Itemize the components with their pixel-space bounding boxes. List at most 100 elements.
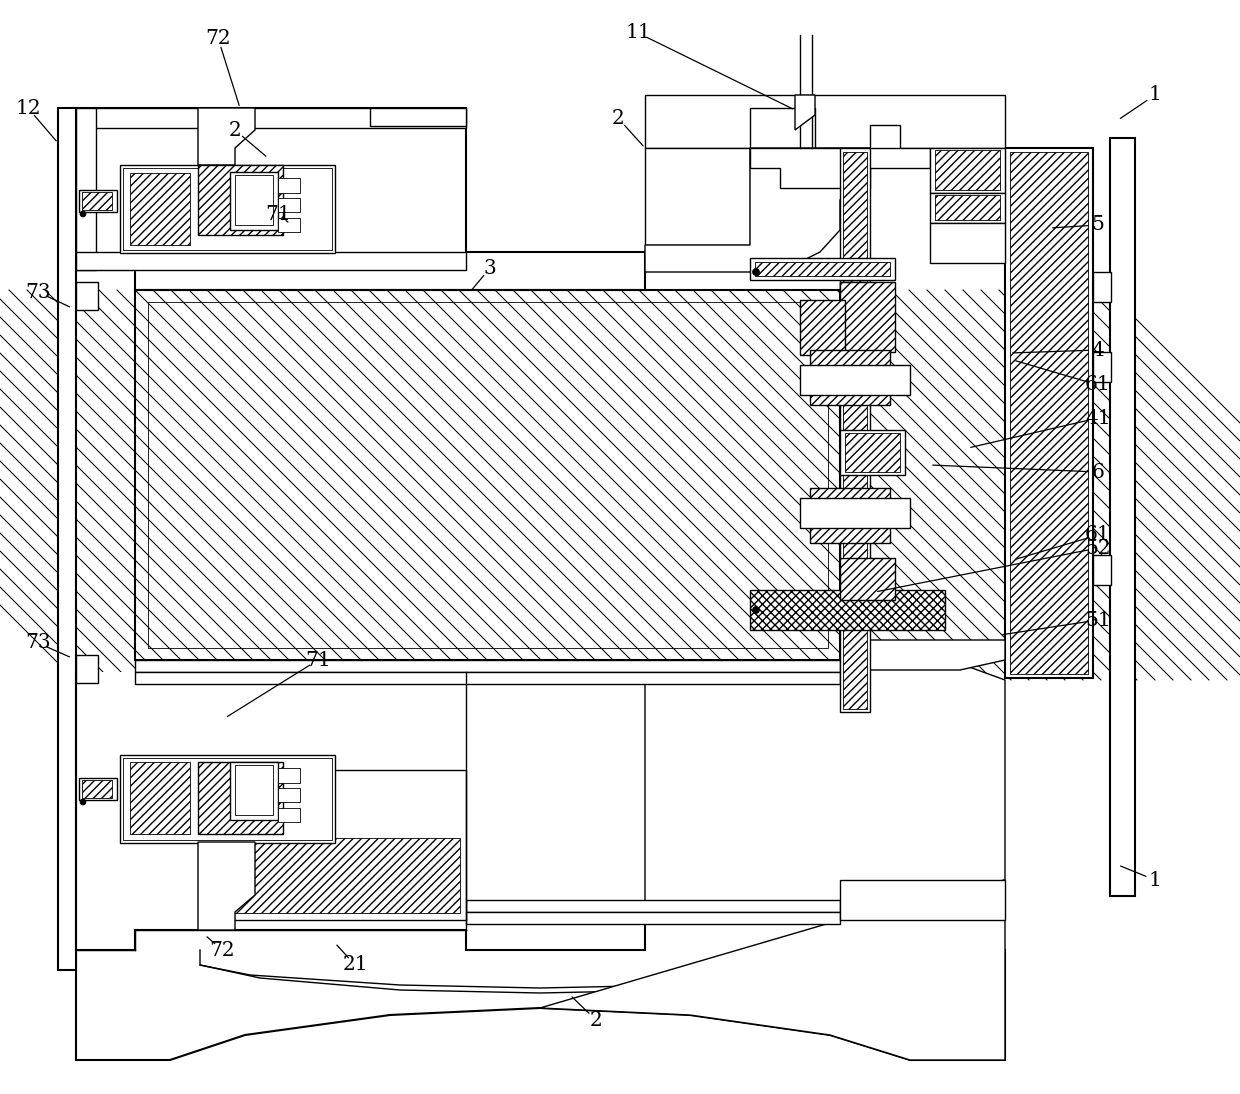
Polygon shape <box>198 842 255 930</box>
Circle shape <box>81 799 86 805</box>
Bar <box>58 108 76 970</box>
Polygon shape <box>645 148 750 245</box>
Bar <box>844 433 900 472</box>
Text: 5: 5 <box>1091 216 1105 234</box>
Text: 73: 73 <box>25 633 51 652</box>
Polygon shape <box>795 95 815 130</box>
Bar <box>930 223 1004 263</box>
Text: 61: 61 <box>1085 525 1111 545</box>
Bar <box>1110 138 1135 896</box>
Circle shape <box>753 606 759 614</box>
Text: 3: 3 <box>484 258 496 278</box>
Polygon shape <box>76 920 1004 1060</box>
Bar <box>229 763 278 820</box>
Bar <box>1011 152 1087 674</box>
Bar <box>198 763 283 834</box>
Text: 41: 41 <box>1085 408 1111 428</box>
Bar <box>135 660 839 672</box>
Bar <box>123 168 332 251</box>
Bar <box>278 178 300 193</box>
Bar <box>236 175 273 225</box>
Text: 71: 71 <box>265 206 291 224</box>
Bar <box>370 108 466 126</box>
Bar <box>82 193 112 210</box>
Polygon shape <box>198 108 255 165</box>
Polygon shape <box>76 108 645 290</box>
Bar <box>123 758 332 840</box>
Bar <box>935 150 999 190</box>
Bar <box>198 165 283 235</box>
Bar <box>79 190 117 212</box>
Text: 61: 61 <box>1085 375 1111 395</box>
Bar <box>79 778 117 800</box>
Text: 2: 2 <box>590 1011 603 1029</box>
Bar <box>1092 272 1111 302</box>
Bar <box>205 838 460 913</box>
Bar <box>135 290 839 660</box>
Text: 52: 52 <box>1085 538 1111 558</box>
Bar <box>930 148 1004 193</box>
Bar <box>1004 148 1092 678</box>
Bar <box>120 165 335 253</box>
Bar <box>278 808 300 822</box>
Text: 73: 73 <box>25 282 51 302</box>
Bar <box>130 173 190 245</box>
Polygon shape <box>539 880 1004 1060</box>
Bar <box>800 300 844 354</box>
Polygon shape <box>135 290 839 660</box>
Bar <box>135 672 839 684</box>
Text: 6: 6 <box>1091 463 1105 481</box>
Text: 72: 72 <box>205 28 231 47</box>
Bar <box>278 788 300 802</box>
Bar <box>839 282 895 352</box>
Polygon shape <box>645 660 1004 920</box>
Text: 12: 12 <box>15 98 41 117</box>
Bar <box>76 655 98 683</box>
Polygon shape <box>645 148 870 272</box>
Polygon shape <box>200 770 466 920</box>
Polygon shape <box>839 880 1004 920</box>
Bar <box>1092 555 1111 585</box>
Text: 11: 11 <box>625 23 651 43</box>
Bar <box>810 488 890 543</box>
Bar <box>800 498 910 528</box>
Text: 71: 71 <box>305 651 331 670</box>
Bar <box>76 282 98 310</box>
Bar <box>120 755 335 843</box>
Bar <box>935 195 999 220</box>
Bar <box>1092 352 1111 382</box>
Text: 2: 2 <box>611 108 625 128</box>
Polygon shape <box>76 672 466 950</box>
Bar <box>466 912 839 924</box>
Text: 21: 21 <box>342 955 368 975</box>
Bar <box>750 590 945 630</box>
Bar <box>839 282 870 712</box>
Bar <box>76 108 466 128</box>
Text: 1: 1 <box>1148 871 1162 889</box>
Circle shape <box>81 211 86 217</box>
Bar <box>278 198 300 212</box>
Bar <box>839 558 895 600</box>
Bar <box>750 258 895 280</box>
Bar <box>810 350 890 405</box>
Text: 51: 51 <box>1085 610 1111 629</box>
Text: 72: 72 <box>210 941 234 959</box>
Polygon shape <box>839 640 1004 670</box>
Bar <box>236 765 273 815</box>
Bar <box>466 900 839 912</box>
Bar <box>278 218 300 232</box>
Polygon shape <box>750 148 930 188</box>
Bar <box>76 252 466 270</box>
Polygon shape <box>645 95 1004 148</box>
Bar <box>930 193 1004 223</box>
Circle shape <box>753 268 759 276</box>
Text: 1: 1 <box>1148 85 1162 105</box>
Text: 2: 2 <box>228 120 242 140</box>
Bar <box>82 780 112 798</box>
Bar <box>843 152 867 384</box>
Bar <box>229 172 278 230</box>
Bar <box>130 763 190 834</box>
Bar <box>755 261 890 276</box>
Text: 4: 4 <box>1091 340 1105 360</box>
Bar <box>843 286 867 709</box>
